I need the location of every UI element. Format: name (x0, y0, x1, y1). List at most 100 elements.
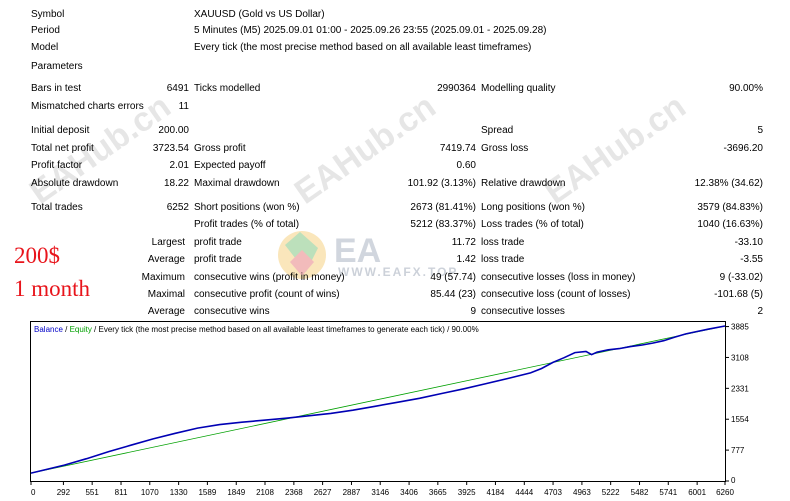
profit-trades-value: 5212 (83.37%) (410, 219, 476, 230)
gross-profit-value: 7419.74 (439, 143, 476, 154)
average-label: Average (147, 254, 185, 265)
average-loss-value: -3.55 (740, 254, 763, 265)
y-tick-label: 1554 (731, 415, 749, 424)
profit-factor-value: 2.01 (169, 160, 189, 171)
x-tick-label: 1330 (170, 488, 188, 497)
short-positions-value: 2673 (81.41%) (410, 202, 476, 213)
chart-header-sep: / (63, 325, 70, 334)
period-label: Period (31, 25, 60, 36)
x-tick-label: 5482 (631, 488, 649, 497)
x-tick-label: 292 (57, 488, 71, 497)
bars-in-test-label: Bars in test (31, 83, 82, 94)
average-consec-label: Average (147, 306, 185, 317)
x-tick-label: 2368 (285, 488, 303, 497)
loss-trades-value: 1040 (16.63%) (697, 219, 763, 230)
x-tick-label: 3406 (400, 488, 418, 497)
x-tick-label: 1849 (227, 488, 245, 497)
short-positions-label: Short positions (won %) (194, 202, 300, 213)
chart-header-equity: Equity (70, 325, 92, 334)
balance-chart: Balance / Equity / Every tick (the most … (30, 321, 749, 497)
y-tick-label: 0 (731, 476, 736, 485)
series-line-equity (30, 325, 726, 474)
avg-consec-wins-value: 9 (470, 306, 476, 317)
x-tick-label: 3925 (458, 488, 476, 497)
x-tick-label: 4703 (544, 488, 562, 497)
x-tick-label: 551 (85, 488, 99, 497)
y-tick-label: 777 (731, 446, 745, 455)
maximal-label: Maximal (147, 289, 185, 300)
x-tick-label: 3665 (429, 488, 447, 497)
avg-consec-losses-label: consecutive losses (481, 306, 565, 317)
x-tick-label: 3146 (371, 488, 389, 497)
max-consec-wins-label: consecutive wins (profit in money) (194, 272, 345, 283)
total-net-profit-label: Total net profit (31, 143, 94, 154)
ticks-modelled-label: Ticks modelled (194, 83, 261, 94)
x-tick-label: 6260 (716, 488, 734, 497)
x-tick-label: 4184 (487, 488, 505, 497)
modelling-quality-label: Modelling quality (481, 83, 556, 94)
gross-loss-value: -3696.20 (723, 143, 763, 154)
spread-label: Spread (481, 125, 514, 136)
spread-value: 5 (757, 125, 763, 136)
loss-trades-label: Loss trades (% of total) (481, 219, 584, 230)
x-axis: 0 292 551 811 1070 1330 1589 1849 2108 2368 2627 28… (30, 481, 734, 497)
bars-in-test-value: 6491 (166, 83, 189, 94)
expected-payoff-label: Expected payoff (194, 160, 266, 171)
x-tick-label: 2108 (256, 488, 274, 497)
y-tick-label: 3885 (731, 323, 749, 332)
total-net-profit-value: 3723.54 (152, 143, 189, 154)
average-profit-label: profit trade (194, 254, 242, 265)
period-value: 5 Minutes (M5) 2025.09.01 01:00 - 2025.0… (194, 25, 547, 36)
largest-label: Largest (151, 237, 185, 248)
callout-line-1: 200$ (14, 243, 60, 268)
maximal-consec-loss-label: consecutive loss (count of losses) (481, 289, 631, 300)
symbol-label: Symbol (31, 9, 65, 20)
x-tick-label: 4444 (515, 488, 533, 497)
absolute-drawdown-value: 18.22 (163, 178, 189, 189)
avg-consec-wins-label: consecutive wins (194, 306, 270, 317)
largest-loss-value: -33.10 (734, 237, 763, 248)
model-label: Model (31, 42, 59, 53)
x-tick-label: 5222 (602, 488, 620, 497)
series-line-balance (30, 325, 726, 474)
gross-profit-label: Gross profit (194, 143, 246, 154)
x-tick-label: 5741 (659, 488, 677, 497)
maximal-consec-profit-label: consecutive profit (count of wins) (194, 289, 340, 300)
largest-loss-label: loss trade (481, 237, 525, 248)
max-consec-wins-value: 49 (57.74) (430, 272, 476, 283)
y-tick-label: 3108 (731, 353, 749, 362)
average-loss-label: loss trade (481, 254, 525, 265)
maximal-drawdown-label: Maximal drawdown (194, 178, 280, 189)
symbol-value: XAUUSD (Gold vs US Dollar) (194, 9, 325, 20)
long-positions-value: 3579 (84.83%) (697, 202, 763, 213)
callout-line-2: 1 month (14, 276, 91, 301)
relative-drawdown-label: Relative drawdown (481, 178, 566, 189)
chart-header: Balance / Equity / Every tick (the most … (34, 325, 479, 334)
ticks-modelled-value: 2990364 (437, 83, 476, 94)
max-consec-losses-label: consecutive losses (loss in money) (481, 272, 636, 283)
x-tick-label: 811 (115, 488, 128, 497)
chart-series (30, 325, 726, 474)
mismatched-value: 11 (178, 101, 189, 112)
profit-trades-label: Profit trades (% of total) (194, 219, 300, 230)
x-tick-label: 2627 (314, 488, 332, 497)
relative-drawdown-value: 12.38% (34.62) (694, 178, 763, 189)
y-axis: 0 777 1554 2331 3108 3885 (725, 323, 749, 485)
maximal-drawdown-value: 101.92 (3.13%) (407, 178, 476, 189)
x-tick-label: 1070 (141, 488, 159, 497)
total-trades-value: 6252 (166, 202, 189, 213)
x-tick-label: 0 (31, 488, 36, 497)
x-tick-label: 2887 (343, 488, 361, 497)
absolute-drawdown-label: Absolute drawdown (31, 178, 119, 189)
watermark-text: EAHub.cn (288, 87, 443, 211)
initial-deposit-value: 200.00 (158, 125, 189, 136)
chart-header-rest: / Every tick (the most precise method ba… (92, 325, 479, 334)
max-consec-losses-value: 9 (-33.02) (719, 272, 763, 283)
y-tick-label: 2331 (731, 384, 749, 393)
initial-deposit-label: Initial deposit (31, 125, 90, 136)
watermark-text: EAHub.cn (538, 87, 693, 211)
parameters-label: Parameters (31, 61, 83, 72)
x-tick-label: 4963 (573, 488, 591, 497)
maximum-label: Maximum (141, 272, 185, 283)
chart-frame (30, 321, 726, 482)
